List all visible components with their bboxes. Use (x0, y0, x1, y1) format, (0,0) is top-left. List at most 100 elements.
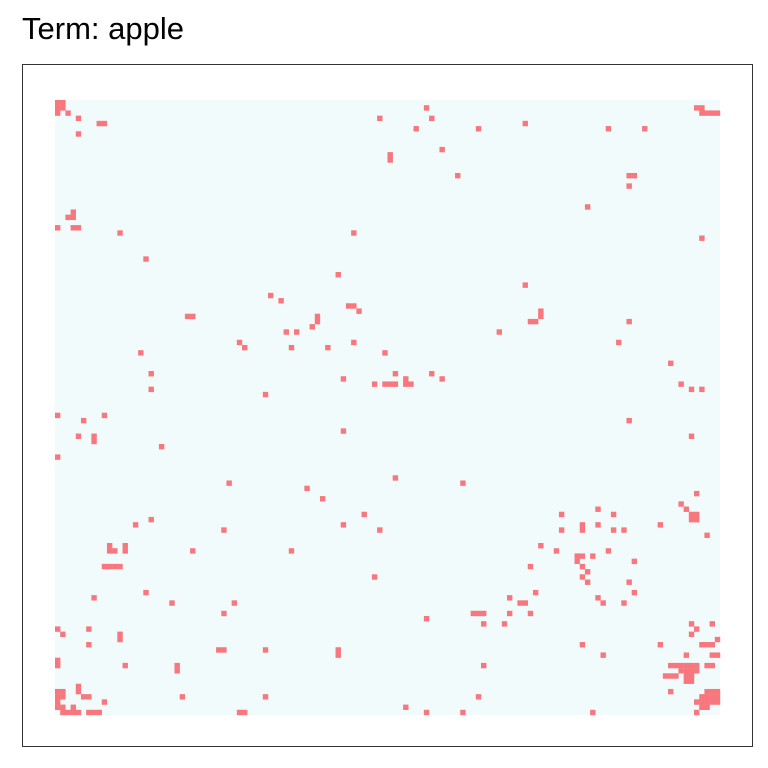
cell (75, 225, 82, 231)
cell (600, 652, 606, 658)
cell (704, 662, 710, 669)
cell (231, 600, 238, 606)
cell (481, 662, 487, 669)
cell (678, 662, 684, 669)
cell (522, 120, 528, 127)
cell (55, 225, 61, 231)
cell (60, 704, 66, 710)
cell (262, 647, 269, 653)
cell (699, 699, 705, 705)
cell (662, 673, 669, 679)
cell (688, 433, 695, 439)
cell (117, 563, 123, 570)
cell (714, 699, 721, 705)
cell (242, 344, 248, 351)
cell (423, 105, 430, 111)
cell (584, 569, 591, 575)
cell (610, 511, 617, 518)
cell (579, 642, 586, 648)
cell (709, 688, 716, 695)
cell (694, 668, 700, 674)
cell (579, 563, 586, 570)
cell (688, 631, 695, 638)
cell (55, 704, 61, 710)
cell (96, 709, 102, 716)
cell (699, 105, 705, 111)
cell (688, 678, 695, 684)
cell (148, 516, 154, 523)
cell (55, 694, 61, 700)
cell (65, 214, 71, 221)
cell (429, 115, 435, 122)
cell (382, 350, 388, 356)
cell (216, 647, 222, 653)
cell (55, 699, 61, 705)
chart-title: Term: apple (22, 11, 184, 46)
cell (704, 532, 710, 538)
cell (506, 610, 513, 617)
cell (377, 527, 383, 533)
cell (605, 548, 612, 554)
cell (242, 709, 248, 716)
cell (621, 600, 627, 606)
cell (392, 475, 399, 481)
cell (704, 688, 710, 695)
cell (262, 391, 269, 398)
cell (506, 595, 513, 601)
cell (538, 308, 544, 314)
cell (60, 709, 66, 716)
cell (579, 527, 586, 533)
cell (714, 652, 721, 658)
cell (699, 110, 705, 116)
cell (55, 110, 61, 116)
cell (117, 631, 123, 638)
cell (283, 329, 289, 335)
cell (117, 636, 123, 643)
cell (122, 543, 128, 549)
cell (55, 662, 61, 669)
cell (314, 313, 321, 320)
cell (351, 303, 357, 309)
cell (403, 376, 409, 382)
cell (683, 662, 690, 669)
cell (527, 318, 534, 325)
cell (553, 548, 560, 554)
cell (55, 412, 61, 419)
cell (55, 688, 61, 695)
cell (527, 610, 534, 617)
cell (704, 642, 710, 648)
cell (86, 642, 92, 648)
cell (319, 496, 326, 502)
cell (475, 694, 482, 700)
cell (439, 146, 445, 153)
cell (709, 699, 716, 705)
cell (683, 506, 690, 512)
cell (106, 548, 113, 554)
cell (626, 172, 632, 179)
cell (190, 548, 196, 554)
cell (694, 699, 700, 705)
cell (595, 506, 601, 512)
cell (75, 433, 82, 439)
cell (86, 626, 92, 632)
cell (678, 668, 684, 674)
cell (688, 511, 695, 518)
cell (709, 642, 716, 648)
cell (387, 157, 393, 163)
cell (75, 683, 82, 690)
cell (657, 522, 664, 528)
cell (70, 704, 76, 710)
cell (683, 678, 690, 684)
cell (148, 386, 154, 393)
cell (626, 318, 632, 325)
cell (101, 412, 108, 419)
cell (621, 527, 627, 533)
cell (80, 694, 87, 700)
cell (60, 100, 66, 106)
cell (579, 522, 586, 528)
cell (236, 339, 243, 346)
cell (112, 548, 118, 554)
cell (668, 673, 674, 679)
cell (527, 563, 534, 570)
cell (117, 230, 123, 236)
